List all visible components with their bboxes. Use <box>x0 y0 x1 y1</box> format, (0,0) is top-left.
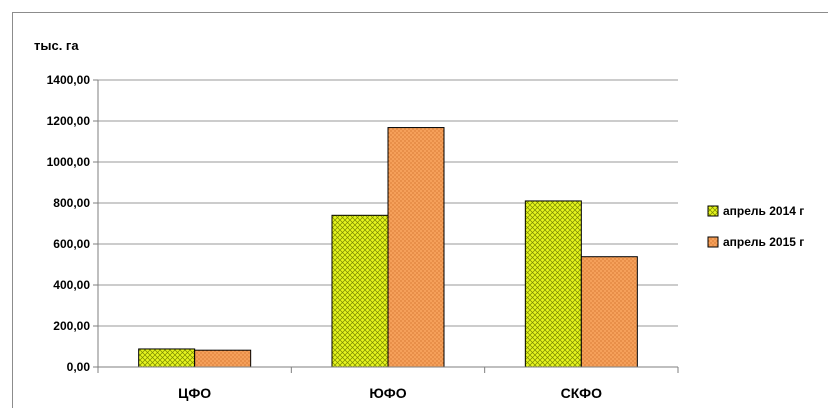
bar-2015-0 <box>194 349 252 368</box>
bar-2015-1 <box>387 127 445 368</box>
y-tick-label: 400,00 <box>53 278 90 292</box>
legend-swatch <box>707 205 719 217</box>
bar-2014-0 <box>138 348 196 368</box>
y-axis-unit-label: тыс. га <box>34 38 79 53</box>
y-tick-label: 1400,00 <box>47 73 91 87</box>
x-category-label: ЮФО <box>369 385 406 401</box>
y-tick-label: 600,00 <box>53 237 90 251</box>
legend-label: апрель 2014 г <box>723 204 804 218</box>
axes <box>97 80 679 373</box>
x-category-label: СКФО <box>561 385 602 401</box>
y-tick-label: 800,00 <box>53 196 90 210</box>
legend-swatch <box>707 236 719 248</box>
legend: апрель 2014 г апрель 2015 г <box>707 204 804 249</box>
y-tick-labels: 0,00 200,00 400,00 600,00 800,00 1000,00 1200,… <box>47 73 91 374</box>
x-category-labels: ЦФО ЮФО СКФО <box>178 385 602 401</box>
y-tick-label: 200,00 <box>53 319 90 333</box>
bar-2015-2 <box>580 256 638 368</box>
x-category-label: ЦФО <box>178 385 211 401</box>
y-tick-label: 1200,00 <box>47 114 91 128</box>
y-tick-label: 0,00 <box>67 360 91 374</box>
legend-label: апрель 2015 г <box>723 235 804 249</box>
y-tick-label: 1000,00 <box>47 155 91 169</box>
bar-2014-1 <box>331 214 389 368</box>
bar-2014-2 <box>524 200 582 368</box>
bars <box>138 127 638 368</box>
